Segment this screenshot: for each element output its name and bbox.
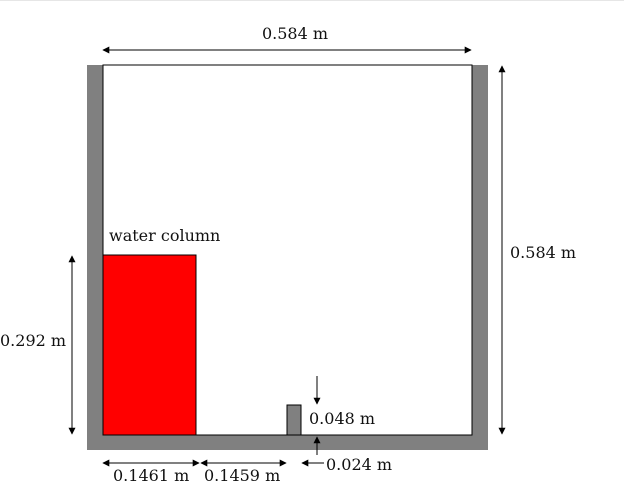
right-wall <box>472 65 488 450</box>
top-border <box>0 0 624 1</box>
top-width-label: 0.584 m <box>262 24 328 43</box>
water-column <box>102 254 197 436</box>
obstacle-height-label: 0.048 m <box>309 409 375 428</box>
water-height-label: 0.292 m <box>0 331 66 350</box>
obstacle-width-label: 0.024 m <box>326 455 392 474</box>
floor-wall <box>87 435 488 450</box>
obstacle <box>286 404 302 436</box>
right-height-label: 0.584 m <box>510 243 576 262</box>
left-wall <box>87 65 103 450</box>
gap-width-label: 0.1459 m <box>204 466 280 483</box>
water-width-label: 0.1461 m <box>113 466 189 483</box>
water-column-label: water column <box>109 226 220 245</box>
